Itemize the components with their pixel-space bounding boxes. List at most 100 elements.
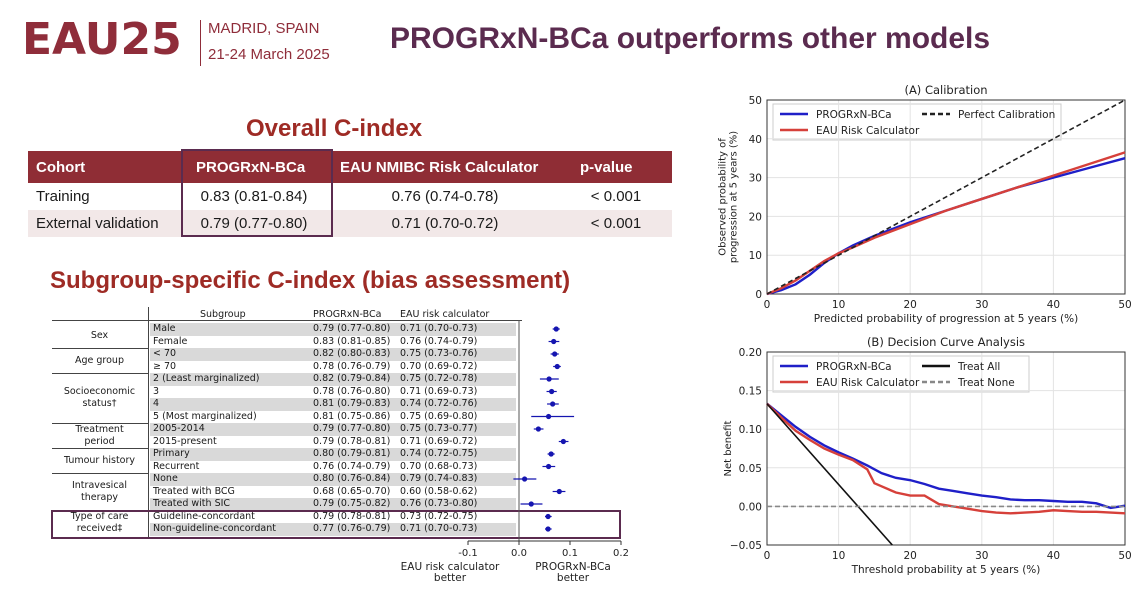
progrxn-value: 0.79 (0.77-0.80) [313, 423, 391, 434]
y-tick-label: 0.10 [739, 424, 762, 436]
subgroup-row-label: Primary [153, 448, 190, 459]
progrxn-value: 0.81 (0.75-0.86) [313, 410, 391, 422]
y-tick-label: 40 [749, 134, 762, 146]
series-line [766, 402, 1126, 510]
series-line [766, 99, 1126, 295]
column-header: p-value [560, 151, 672, 183]
row-band [150, 448, 516, 461]
cohort-cell: Training [36, 188, 90, 205]
point-estimate [556, 488, 562, 495]
subgroup-row-label: None [153, 473, 178, 484]
subgroup-row-label: Female [153, 335, 188, 347]
group-separator [52, 473, 148, 474]
eau-value: 0.76 (0.73-0.80) [400, 498, 478, 509]
plot-frame [766, 99, 1126, 295]
subgroup-row-label: 2 (Least marginalized) [153, 373, 260, 384]
x-tick-label: 50 [1118, 550, 1131, 562]
point-estimate [545, 413, 552, 420]
y-tick-label: 20 [749, 211, 762, 223]
x-tick-label: 30 [975, 299, 988, 311]
group-label: Type of care received‡ [70, 511, 129, 534]
x-tick-label: 0 [764, 299, 771, 311]
eau-value: 0.75 (0.73-0.77) [400, 423, 478, 434]
progrxn-value: 0.82 (0.79-0.84) [313, 373, 391, 384]
y-tick-label: 0.05 [739, 463, 762, 475]
type-of-care-highlight [51, 510, 621, 539]
overall-c-index-table: Cohort PROGRxN-BCa EAU NMIBC Risk Calcul… [28, 151, 672, 237]
p-value-cell: < 0.001 [590, 188, 642, 205]
progrxn-value: 0.82 (0.80-0.83) [313, 348, 391, 359]
progrxn-cell: 0.79 (0.77-0.80) [178, 210, 330, 237]
group-label: Intravesical therapy [71, 479, 127, 503]
point-estimate [545, 526, 551, 532]
x-tick-label: 0.1 [562, 548, 578, 559]
legend-label: Treat All [957, 361, 1000, 373]
calibration-chart: (A) Calibration 0 10 20 30 40 50 0 10 20 30 40 50 Pre… [718, 83, 1132, 325]
row-band [150, 523, 516, 536]
progrxn-better-label: better [557, 572, 590, 584]
point-estimate [546, 376, 552, 382]
y-axis-label: progression at 5 years (%) [729, 131, 740, 263]
group-label: Tumour history [63, 454, 136, 466]
slide-title: PROGRxN-BCa outperforms other models [390, 22, 991, 55]
subgroup-row-label: 2005-2014 [153, 423, 205, 434]
eau-value: 0.74 (0.72-0.76) [400, 398, 478, 409]
calibration-panel: (A) Calibration 0 10 20 30 40 50 0 10 20 30 40 50 Pre… [700, 82, 1146, 332]
progrxn-value: 0.78 (0.76-0.80) [313, 385, 391, 397]
x-tick-label: 20 [904, 299, 917, 311]
table-row: External validation 0.79 (0.77-0.80) 0.7… [28, 210, 672, 237]
eau-column-header: EAU risk calculator [400, 309, 490, 320]
point-estimate [552, 351, 558, 357]
table-header-row: Cohort PROGRxN-BCa EAU NMIBC Risk Calcul… [28, 151, 672, 183]
plot-frame [766, 351, 1126, 546]
group-label: Age group [75, 354, 124, 366]
eau25-logo: EAU25 [22, 14, 182, 65]
eau-better-label: better [434, 572, 467, 584]
subgroup-row-label: Non-guideline-concordant [153, 523, 276, 534]
point-estimate [560, 438, 566, 445]
x-tick-label: 30 [975, 550, 988, 562]
y-tick-label: −0.05 [730, 540, 762, 552]
progrxn-value: 0.76 (0.74-0.79) [313, 460, 391, 472]
legend-label: PROGRxN-BCa [816, 361, 892, 373]
subgroup-title: Subgroup-specific C-index (bias assessme… [50, 267, 571, 294]
group-separator [52, 373, 148, 374]
point-estimate [545, 463, 552, 470]
legend-label: EAU Risk Calculator [816, 377, 920, 389]
point-estimate [549, 388, 555, 395]
eau-value: 0.71 (0.70-0.73) [400, 523, 478, 534]
eau-value: 0.71 (0.70-0.73) [400, 323, 478, 334]
row-band [150, 398, 516, 411]
eau-value: 0.70 (0.68-0.73) [400, 460, 478, 472]
row-band [150, 473, 516, 486]
subgroup-row-label: 5 (Most marginalized) [153, 410, 257, 422]
row-band [150, 498, 516, 511]
subgroup-row-label: Recurrent [153, 460, 200, 472]
progrxn-value: 0.79 (0.78-0.81) [313, 435, 391, 447]
column-header: Cohort [28, 151, 178, 183]
series-line [766, 157, 1126, 296]
series-line [766, 151, 1126, 296]
subgroup-row-label: 3 [153, 385, 160, 397]
eau-cell: 0.71 (0.70-0.72) [330, 210, 560, 237]
eau-value: 0.60 (0.58-0.62) [400, 485, 478, 497]
eau-value: 0.75 (0.72-0.78) [400, 373, 478, 384]
group-separator [52, 448, 148, 449]
progrxn-value: 0.80 (0.79-0.81) [313, 448, 391, 459]
x-tick-label: 40 [1047, 550, 1060, 562]
chart-title: (A) Calibration [904, 83, 987, 97]
subgroup-row-label: < 70 [153, 348, 177, 359]
row-band [150, 323, 516, 336]
point-estimate [528, 501, 534, 507]
cohort-cell: External validation [28, 210, 178, 237]
point-estimate [554, 363, 560, 370]
y-tick-label: 0.00 [739, 501, 762, 513]
legend-label: EAU Risk Calculator [816, 125, 920, 137]
x-tick-label: -0.1 [458, 548, 478, 559]
point-estimate [550, 401, 556, 407]
x-axis-label: Predicted probability of progression at … [814, 313, 1078, 325]
eau-value: 0.73 (0.72-0.75) [400, 510, 478, 522]
y-tick-label: 50 [749, 95, 762, 107]
eau-value: 0.70 (0.69-0.72) [400, 360, 478, 372]
